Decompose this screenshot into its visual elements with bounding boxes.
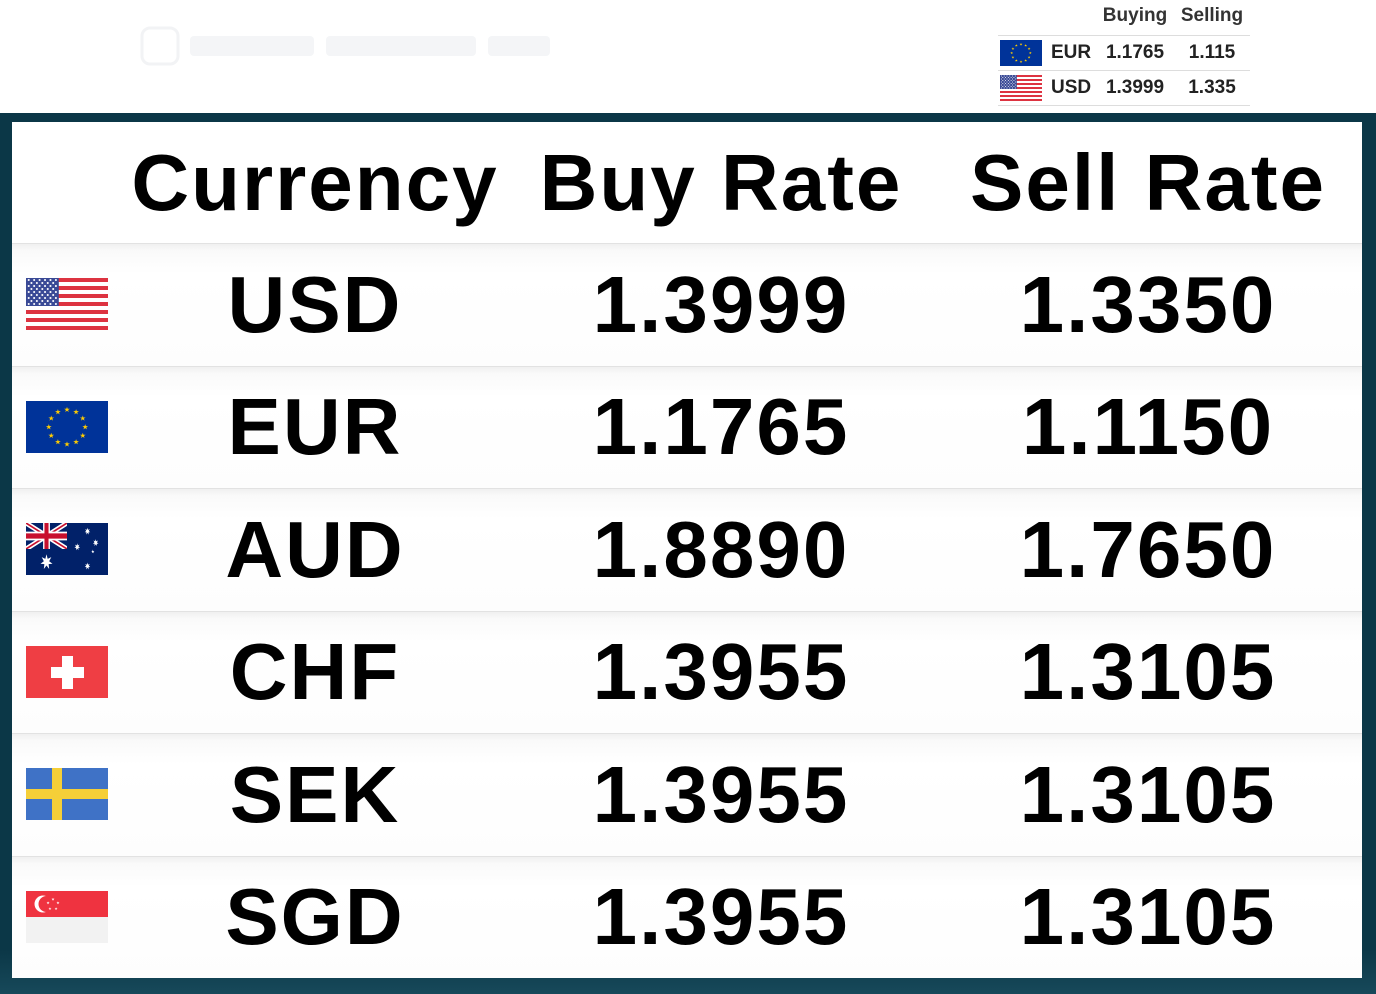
ticker-header-selling: Selling <box>1180 5 1244 26</box>
au-flag-icon <box>26 523 108 575</box>
ch-flag-icon <box>26 645 108 698</box>
ticker-header: Buying Selling <box>998 4 1250 28</box>
ticker-buying-value: 1.1765 <box>1105 42 1165 63</box>
buy-rate-value: 1.8890 <box>592 504 850 594</box>
us-flag-icon <box>26 278 108 330</box>
rate-row-aud: AUD 1.8890 1.7650 <box>12 488 1362 611</box>
rate-row-usd: USD 1.3999 1.3350 <box>12 243 1362 366</box>
header-currency: Currency <box>131 137 499 227</box>
rates-board: Currency Buy Rate Sell Rate USD 1.3999 1… <box>12 122 1362 978</box>
rate-ticker: Buying Selling EUR 1.1765 1.115 USD 1.39… <box>998 0 1250 106</box>
currency-code: AUD <box>225 504 405 594</box>
sell-rate-value: 1.3350 <box>1019 259 1277 349</box>
se-flag-icon <box>26 768 108 820</box>
sell-rate-value: 1.3105 <box>1019 872 1277 962</box>
ticker-selling-value: 1.335 <box>1188 77 1236 98</box>
eu-flag-icon <box>1000 40 1042 66</box>
board-header-row: Currency Buy Rate Sell Rate <box>12 122 1362 243</box>
ticker-row-eur: EUR 1.1765 1.115 <box>998 35 1250 70</box>
sell-rate-value: 1.3105 <box>1019 627 1277 717</box>
ticker-row-usd: USD 1.3999 1.335 <box>998 70 1250 106</box>
eu-flag-icon <box>26 401 108 453</box>
currency-code: EUR <box>227 382 403 472</box>
buy-rate-value: 1.3999 <box>592 259 850 349</box>
currency-code: USD <box>227 259 403 349</box>
rate-row-eur: EUR 1.1765 1.1150 <box>12 365 1362 488</box>
ticker-code: USD <box>1051 77 1092 98</box>
buy-rate-value: 1.3955 <box>592 627 850 717</box>
rate-row-sek: SEK 1.3955 1.3105 <box>12 733 1362 856</box>
header-sell-rate: Sell Rate <box>970 137 1326 227</box>
buy-rate-value: 1.3955 <box>592 872 850 962</box>
sell-rate-value: 1.3105 <box>1019 749 1277 839</box>
sell-rate-value: 1.7650 <box>1019 504 1277 594</box>
company-logo-icon <box>140 26 550 66</box>
ticker-code: EUR <box>1051 42 1092 63</box>
ticker-selling-value: 1.115 <box>1188 42 1236 63</box>
buy-rate-value: 1.1765 <box>592 382 850 472</box>
buy-rate-value: 1.3955 <box>592 749 850 839</box>
sg-flag-icon <box>26 890 108 943</box>
currency-code: CHF <box>229 627 401 717</box>
header-buy-rate: Buy Rate <box>539 137 903 227</box>
currency-code: SEK <box>229 749 401 839</box>
ticker-header-buying: Buying <box>1102 5 1168 26</box>
ticker-buying-value: 1.3999 <box>1105 77 1165 98</box>
currency-code: SGD <box>225 872 405 962</box>
rate-row-chf: CHF 1.3955 1.3105 <box>12 610 1362 733</box>
us-flag-icon <box>1000 75 1042 101</box>
sell-rate-value: 1.1150 <box>1021 382 1275 472</box>
rate-row-sgd: SGD 1.3955 1.3105 <box>12 855 1362 978</box>
company-logo <box>136 16 584 76</box>
